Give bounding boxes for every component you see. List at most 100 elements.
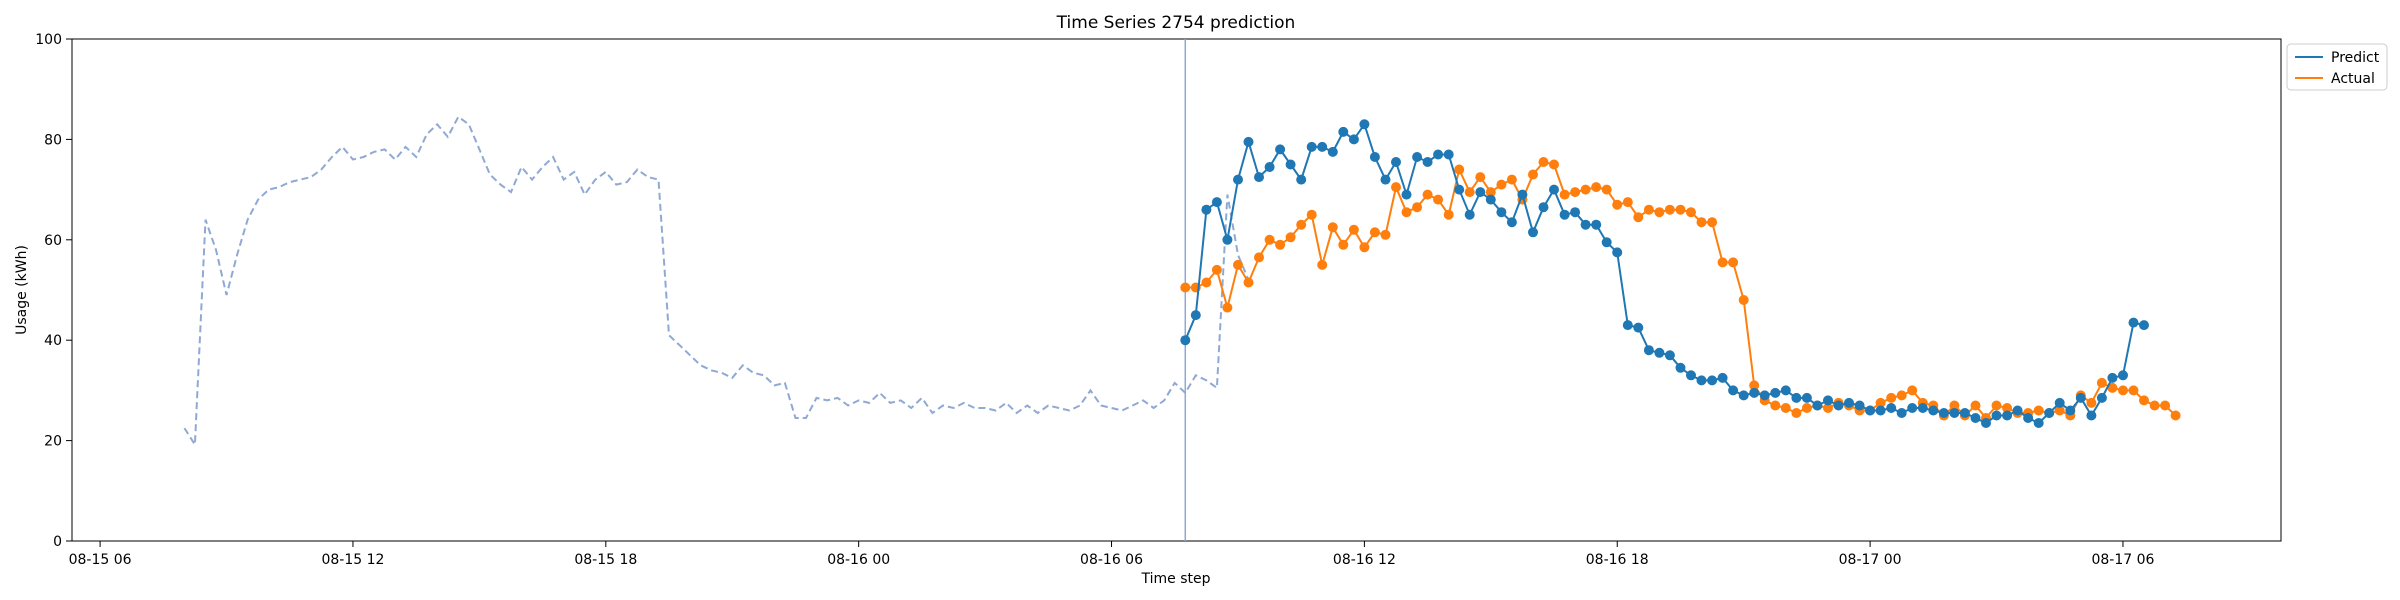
actual-point (1633, 212, 1644, 223)
actual-point (2128, 385, 2139, 396)
predict-point (1938, 408, 1949, 418)
predict-point (1570, 207, 1581, 218)
actual-point (1896, 390, 1907, 401)
actual-point (1443, 209, 1454, 220)
actual-point (1728, 257, 1739, 268)
actual-point (1707, 217, 1718, 228)
actual-point (2149, 400, 2160, 411)
predict-point (1643, 345, 1654, 356)
predict-point (1180, 335, 1191, 346)
predict-point (1254, 172, 1264, 183)
actual-point (1433, 194, 1444, 205)
x-tick-label: 08-15 18 (574, 552, 637, 568)
actual-point (1528, 169, 1538, 180)
actual-point (1580, 184, 1591, 195)
actual-point (1791, 408, 1802, 418)
actual-point (2118, 385, 2128, 396)
actual-point (2096, 377, 2107, 388)
actual-point (1243, 277, 1254, 288)
actual-point (1275, 239, 1286, 250)
actual-point (1201, 277, 1212, 288)
actual-point (1296, 219, 1307, 230)
actual-point (1485, 187, 1496, 198)
history-line (183, 115, 1250, 448)
actual-point (1559, 189, 1570, 200)
actual-point (1464, 187, 1475, 198)
y-tick-label: 40 (44, 333, 62, 349)
predict-point (1306, 141, 1317, 152)
predict-point (1348, 134, 1359, 145)
y-tick-label: 60 (44, 233, 62, 249)
predict-point (1285, 159, 1296, 170)
predict-point (1664, 350, 1675, 361)
plot-frame (71, 38, 2282, 542)
legend-label-predict: Predict (2331, 50, 2380, 66)
predict-point (2086, 410, 2097, 421)
predict-point (1317, 141, 1328, 152)
actual-point (1538, 157, 1549, 167)
predict-point (1981, 418, 1991, 428)
predict-point (1485, 194, 1496, 205)
actual-point (1422, 189, 1433, 200)
y-axis-label: Usage (kWh) (14, 245, 30, 335)
predict-point (1959, 408, 1970, 418)
y-tick-label: 0 (53, 534, 62, 550)
predict-point (1928, 405, 1939, 416)
predict-point (1243, 136, 1254, 147)
predict-point (1591, 219, 1602, 230)
predict-point (1780, 385, 1791, 396)
actual-point (1622, 197, 1633, 208)
actual-point (1380, 229, 1391, 240)
actual-point (1285, 232, 1296, 243)
predict-point (2033, 418, 2044, 428)
actual-point (1886, 392, 1897, 403)
predict-point (1686, 370, 1696, 381)
predict-point (2107, 372, 2118, 383)
actual-point (1686, 207, 1696, 218)
predict-point (1222, 234, 1233, 245)
predict-point (2139, 320, 2149, 331)
predict-point (1338, 126, 1349, 137)
predict-point (1211, 197, 1222, 208)
predict-point (1717, 372, 1728, 383)
predict-point (1391, 157, 1401, 167)
actual-point (1254, 252, 1264, 263)
predict-point (2054, 397, 2065, 408)
actual-point (1675, 204, 1686, 215)
actual-point (1327, 222, 1338, 233)
y-tick-label: 80 (44, 132, 62, 148)
actual-point (1454, 164, 1465, 175)
y-tick-label: 100 (35, 32, 62, 48)
actual-point (1949, 400, 1960, 411)
predict-point (1549, 184, 1559, 195)
x-tick-label: 08-16 06 (1080, 552, 1143, 568)
actual-point (1549, 159, 1559, 170)
predict-point (1496, 207, 1507, 218)
x-tick-label: 08-16 12 (1333, 552, 1396, 568)
actual-point (1506, 174, 1517, 185)
predict-point (2128, 317, 2139, 328)
x-tick-label: 08-17 00 (1839, 552, 1902, 568)
actual-point (1233, 259, 1243, 270)
actual-point (1991, 400, 2002, 411)
predict-point (1422, 157, 1433, 167)
actual-point (1907, 385, 1918, 396)
predict-point (1538, 202, 1549, 213)
predict-point (1833, 400, 1844, 411)
actual-point (2107, 382, 2118, 393)
predict-point (1201, 204, 1212, 215)
predict-point (2118, 370, 2128, 381)
predict-point (1791, 392, 1802, 403)
actual-point (1823, 403, 1833, 413)
predict-point (1844, 397, 1854, 408)
actual-point (1222, 302, 1233, 313)
predict-point (1854, 400, 1865, 411)
actual-point (1338, 239, 1349, 250)
actual-point (2160, 400, 2171, 411)
predict-point (1654, 347, 1665, 358)
actual-point (2170, 410, 2181, 421)
predict-point (1696, 375, 1707, 386)
actual-point (1696, 217, 1707, 228)
predict-point (2075, 392, 2086, 403)
